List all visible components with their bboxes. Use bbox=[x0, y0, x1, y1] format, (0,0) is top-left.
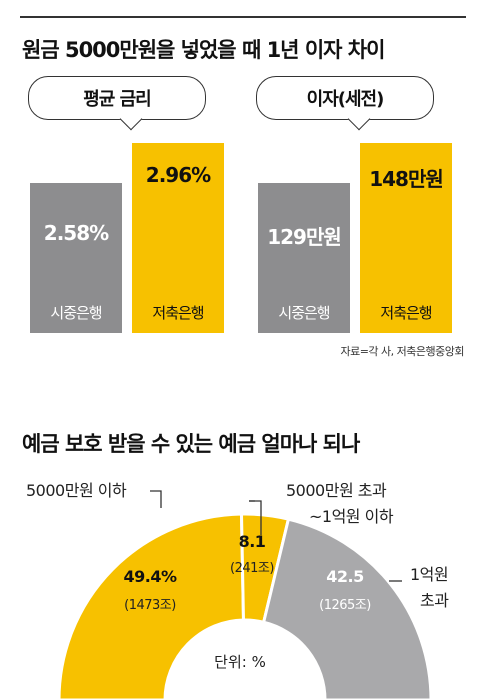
slice-amount-under-50m: (1473조) bbox=[124, 598, 176, 613]
slice-value-under-50m: 49.4% bbox=[123, 567, 177, 586]
bar-commercial-interest: 129만원 시중은행 bbox=[258, 182, 350, 333]
rate-section-title: 원금 5000만원을 넣었을 때 1년 이자 차이 bbox=[22, 38, 385, 62]
source-note: 자료=각 사, 저축은행중앙회 bbox=[340, 345, 464, 358]
slice-over-100m bbox=[261, 517, 433, 700]
slice-under-50m bbox=[57, 512, 246, 700]
bar-value-label: 129만원 bbox=[267, 224, 342, 249]
slice-value-over-100m: 42.5 bbox=[326, 567, 364, 586]
bar-value-label: 2.58% bbox=[43, 220, 109, 245]
avg-rate-bubble-label: 평균 금리 bbox=[83, 89, 152, 110]
interest-bubble: 이자(세전) bbox=[256, 76, 434, 120]
unit-label: 단위: % bbox=[214, 653, 266, 671]
callout-line-2-leg bbox=[249, 500, 262, 535]
bar-category-label: 시중은행 bbox=[278, 303, 330, 322]
slice-label-50m-100m-line1: 5000만원 초과 bbox=[286, 481, 387, 500]
bar-value-label: 2.96% bbox=[145, 163, 211, 187]
callout-line-1 bbox=[150, 490, 162, 508]
top-rule bbox=[20, 16, 466, 18]
avg-rate-bubble: 평균 금리 bbox=[28, 76, 206, 120]
bar-value-label: 148만원 bbox=[369, 167, 444, 191]
bar-commercial-rate: 2.58% 시중은행 bbox=[30, 182, 122, 333]
bar-savings-rate: 2.96% 저축은행 bbox=[132, 143, 224, 333]
slice-label-over-100m-line2: 초과 bbox=[420, 591, 449, 610]
bar-category-label: 저축은행 bbox=[152, 304, 204, 322]
slice-label-50m-100m-line2: ~1억원 이하 bbox=[309, 507, 394, 526]
slice-label-over-100m-line1: 1억원 bbox=[410, 565, 449, 584]
bar-category-label: 시중은행 bbox=[50, 303, 102, 322]
slice-value-50m-100m: 8.1 bbox=[238, 532, 266, 551]
slice-amount-50m-100m: (241조) bbox=[230, 561, 274, 576]
interest-bubble-label: 이자(세전) bbox=[306, 89, 385, 110]
slice-label-under-50m: 5000만원 이하 bbox=[26, 481, 127, 500]
slice-amount-over-100m: (1265조) bbox=[319, 598, 371, 613]
pie-section-title: 예금 보호 받을 수 있는 예금 얼마나 되나 bbox=[22, 432, 360, 456]
bar-savings-interest: 148만원 저축은행 bbox=[360, 143, 452, 333]
bar-category-label: 저축은행 bbox=[380, 304, 432, 322]
